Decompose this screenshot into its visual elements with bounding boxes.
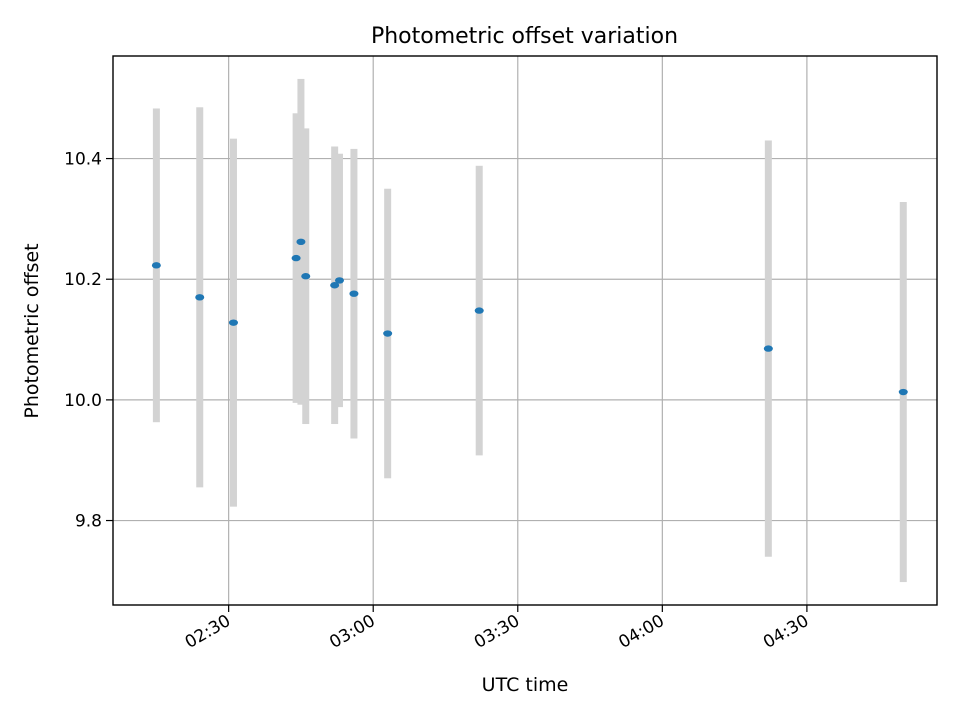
data-point — [763, 345, 773, 352]
data-point — [330, 282, 340, 289]
y-tick-label: 10.2 — [64, 270, 102, 290]
data-point — [349, 290, 359, 297]
data-point — [898, 388, 908, 396]
y-axis-label: Photometric offset — [21, 243, 43, 418]
data-point — [195, 294, 205, 301]
y-tick-label: 10.4 — [64, 150, 102, 170]
chart-title: Photometric offset variation — [371, 24, 678, 49]
data-point — [301, 273, 311, 280]
data-point — [151, 262, 161, 269]
grid-lines — [113, 56, 937, 605]
y-tick-label: 9.8 — [75, 512, 102, 532]
y-tick-label: 10.0 — [64, 391, 102, 411]
data-point — [228, 319, 238, 326]
data-point — [296, 238, 306, 246]
data-points — [151, 238, 908, 396]
plot-frame — [112, 55, 938, 606]
data-point — [291, 254, 301, 262]
y-axis-ticks: 9.8 10.0 10.2 10.4 — [64, 150, 113, 532]
x-axis-label: UTC time — [482, 674, 569, 696]
data-point — [474, 307, 484, 314]
data-point — [334, 277, 344, 284]
data-point — [383, 330, 393, 337]
